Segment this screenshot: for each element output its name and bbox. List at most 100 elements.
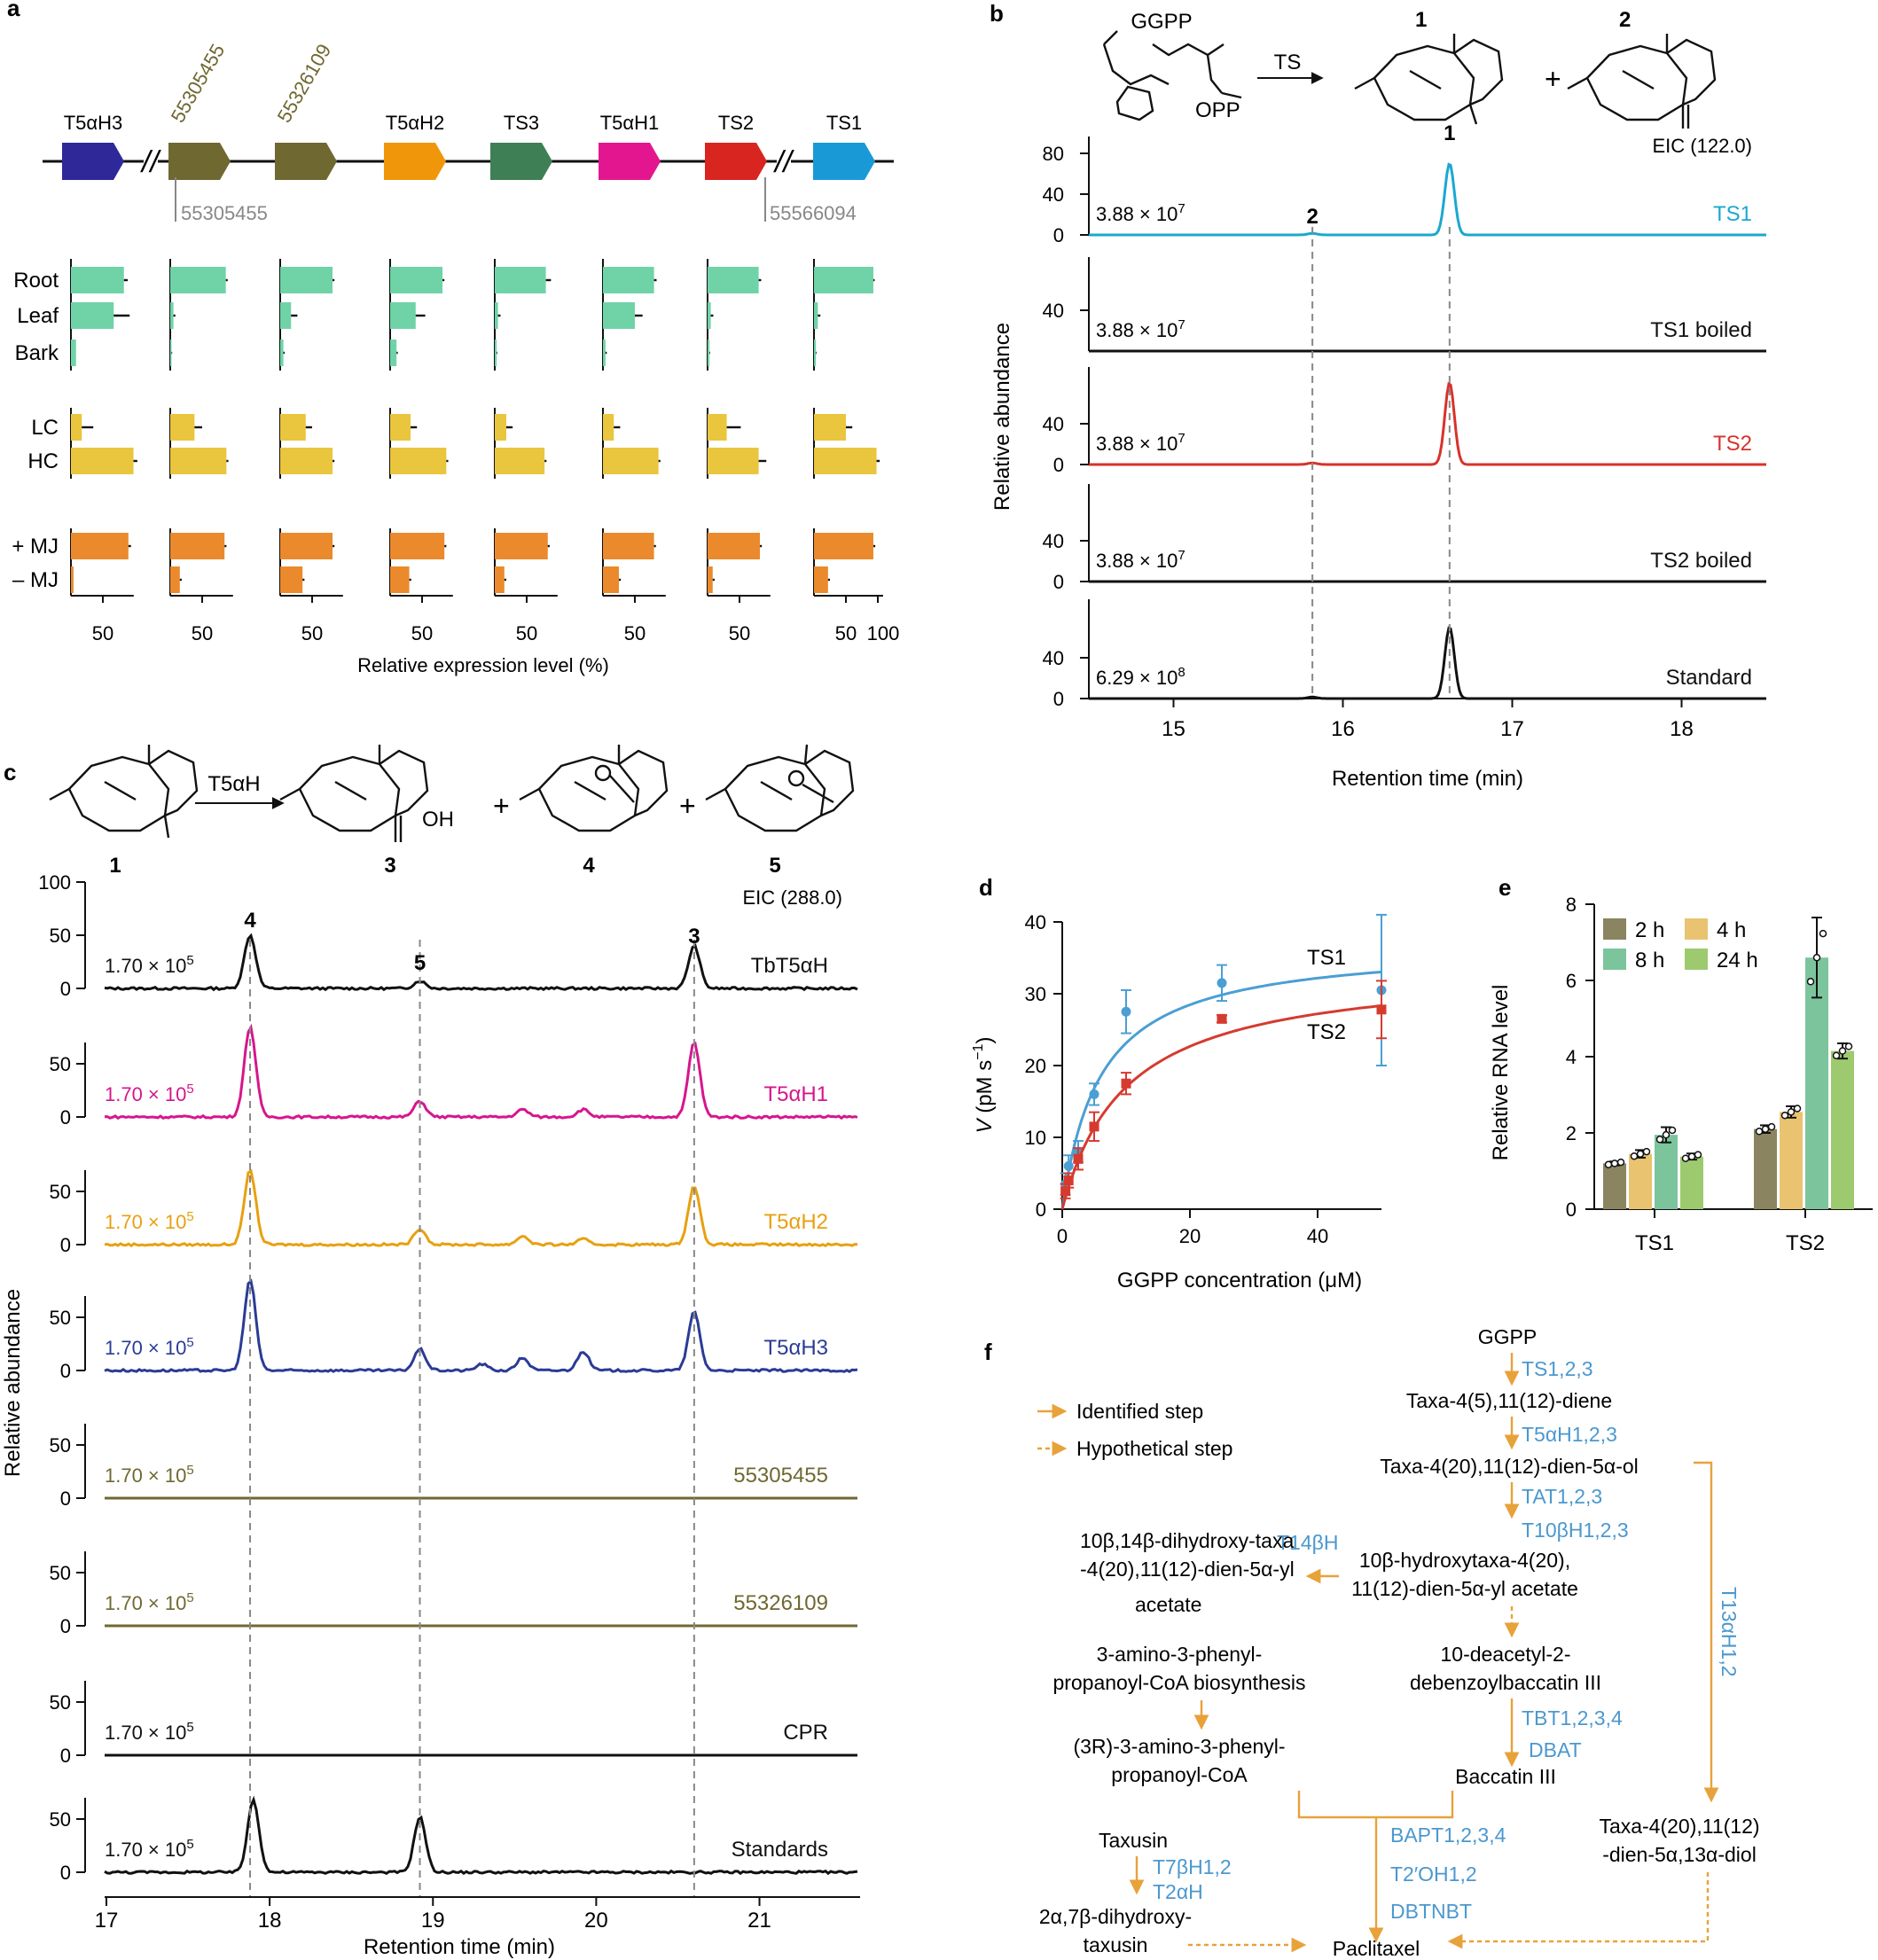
peak-label: 3 [688, 925, 700, 949]
y-tick-label: 40 [1043, 647, 1064, 669]
bar-x-tick-label: 50 [411, 622, 433, 644]
x-tick-label: 17 [1500, 717, 1524, 741]
bar-x-tick-label: 100 [867, 622, 900, 644]
pathway-join-line [1297, 1791, 1454, 1819]
panel-label-b: b [990, 0, 1004, 27]
expression-bar [603, 448, 659, 474]
y-tick-label: 0 [1053, 224, 1064, 246]
y-tick-label: 80 [1043, 143, 1064, 165]
y-tick-label: 50 [50, 1808, 71, 1831]
trace-scale: 1.70 × 105 [105, 1082, 194, 1105]
data-point [1121, 1006, 1131, 1017]
node-deacetyl-line1: 10-deacetyl-2- [1440, 1643, 1570, 1666]
node-ramino-line2: propanoyl-CoA [1111, 1763, 1248, 1786]
trace-scale: 6.29 × 108 [1096, 665, 1185, 689]
trace-label: TS1 boiled [1650, 318, 1752, 342]
node-ggpp: GGPP [1478, 1325, 1537, 1348]
node-dihydroxy-line3: acetate [1135, 1593, 1201, 1616]
legend-label: 2 h [1635, 918, 1664, 942]
panel-a-expression: // // T5αH3 55305455 55326109 T5αH2 TS3 T5αH1… [12, 40, 899, 676]
replicate-point [1755, 1128, 1764, 1136]
enzyme-t13ah: T13αH1,2 [1718, 1587, 1741, 1677]
expression-bar [280, 302, 292, 329]
node-taxadiene: Taxa-4(5),11(12)-diene [1406, 1389, 1612, 1412]
panel-a-xlabel: Relative expression level (%) [357, 654, 609, 676]
x-tick-label: 0 [1057, 1225, 1068, 1247]
trace-label: TS2 [1713, 432, 1752, 456]
chromatogram-trace [1089, 162, 1766, 237]
x-tick-label: 21 [747, 1909, 771, 1933]
replicate-point [1806, 978, 1815, 986]
trace-scale: 1.70 × 105 [105, 1335, 194, 1359]
trace-scale: 3.88 × 107 [1096, 548, 1185, 572]
product-2-label: 2 [1619, 8, 1631, 32]
trace-label: TS2 boiled [1650, 549, 1752, 573]
data-point [1060, 1186, 1071, 1197]
node-taxusin: Taxusin [1099, 1829, 1168, 1852]
expression-bar [280, 533, 333, 559]
y-tick-label: 20 [1025, 1055, 1046, 1077]
y-tick-label: 8 [1566, 894, 1577, 916]
chromatogram-trace [1089, 626, 1766, 700]
trace-label: 55305455 [733, 1464, 828, 1488]
node-ramino-line1: (3R)-3-amino-3-phenyl- [1073, 1735, 1285, 1758]
expression-bar [71, 267, 124, 293]
expression-bar [495, 448, 545, 474]
legend-swatch [1685, 949, 1708, 970]
trace-scale: 3.88 × 107 [1096, 201, 1185, 225]
y-tick-label: 40 [1043, 184, 1064, 206]
expression-bar [708, 533, 761, 559]
panel-d-kinetics: 0 10 20 30 40 0 20 40 TS1 TS2 GGPP concentration… [971, 911, 1387, 1292]
x-tick-label: 40 [1307, 1225, 1328, 1247]
y-tick-label: 0 [1566, 1199, 1577, 1221]
replicate-point [1604, 1160, 1613, 1168]
trace-label: Standard [1666, 666, 1752, 690]
expression-bar [170, 267, 226, 293]
expression-bar [71, 533, 129, 559]
y-tick-label: 0 [1036, 1199, 1046, 1221]
data-point [1121, 1078, 1131, 1089]
gene-label: 55305455 [167, 40, 230, 126]
replicate-point [1838, 1047, 1847, 1055]
panel-d-xlabel: GGPP concentration (μM) [1117, 1269, 1362, 1292]
bar-x-tick-label: 50 [516, 622, 537, 644]
y-tick-label: 50 [50, 1562, 71, 1584]
panel-e-ylabel: Relative RNA level [1489, 985, 1513, 1161]
expression-bar [495, 267, 546, 293]
trace-scale: 3.88 × 107 [1096, 317, 1185, 341]
panel-b-ts-gcms: GGPP OPP TS 1 + 2 EIC (122.0) 80 40 0 3.88 … [990, 8, 1766, 791]
expression-bar [170, 302, 174, 329]
y-tick-label: 10 [1025, 1127, 1046, 1149]
gene-arrow-0 [62, 143, 124, 180]
expression-bar [71, 566, 74, 593]
fit-curve [1060, 970, 1382, 1210]
expression-bar [603, 302, 635, 329]
y-tick-label: 40 [1043, 300, 1064, 322]
bar-x-tick-label: 50 [92, 622, 113, 644]
chromatogram-trace [1089, 381, 1766, 466]
x-tick-label: 20 [584, 1909, 608, 1933]
enzyme-bapt: BAPT1,2,3,4 [1390, 1823, 1506, 1847]
replicate-point [1812, 953, 1821, 962]
peak-label: 1 [1444, 121, 1455, 145]
expression-bar [495, 302, 498, 329]
replicate-point [1761, 1125, 1770, 1133]
x-tick-label: 16 [1331, 717, 1355, 741]
y-tick-label: 40 [1043, 413, 1064, 435]
enzyme-t2oh: T2′OH1,2 [1390, 1862, 1477, 1886]
expression-bar [71, 448, 134, 474]
expression-bar [814, 448, 877, 474]
panel-d-ylabel: V (pM s−1) [971, 1037, 997, 1134]
node-paclitaxel: Paclitaxel [1333, 1937, 1420, 1960]
product-1-label: 1 [1415, 8, 1427, 32]
fit-curve [1060, 1004, 1382, 1210]
panel-b-eic: EIC (122.0) [1653, 135, 1753, 157]
expression-bar [814, 566, 828, 593]
replicate-point [1636, 1150, 1645, 1158]
replicate-point [1780, 1111, 1789, 1120]
gene-arrow-7 [813, 143, 875, 180]
gene-label: T5αH3 [64, 112, 123, 134]
replicate-point [1668, 1126, 1677, 1135]
replicate-point [1694, 1151, 1702, 1159]
legend-swatch [1603, 949, 1626, 970]
